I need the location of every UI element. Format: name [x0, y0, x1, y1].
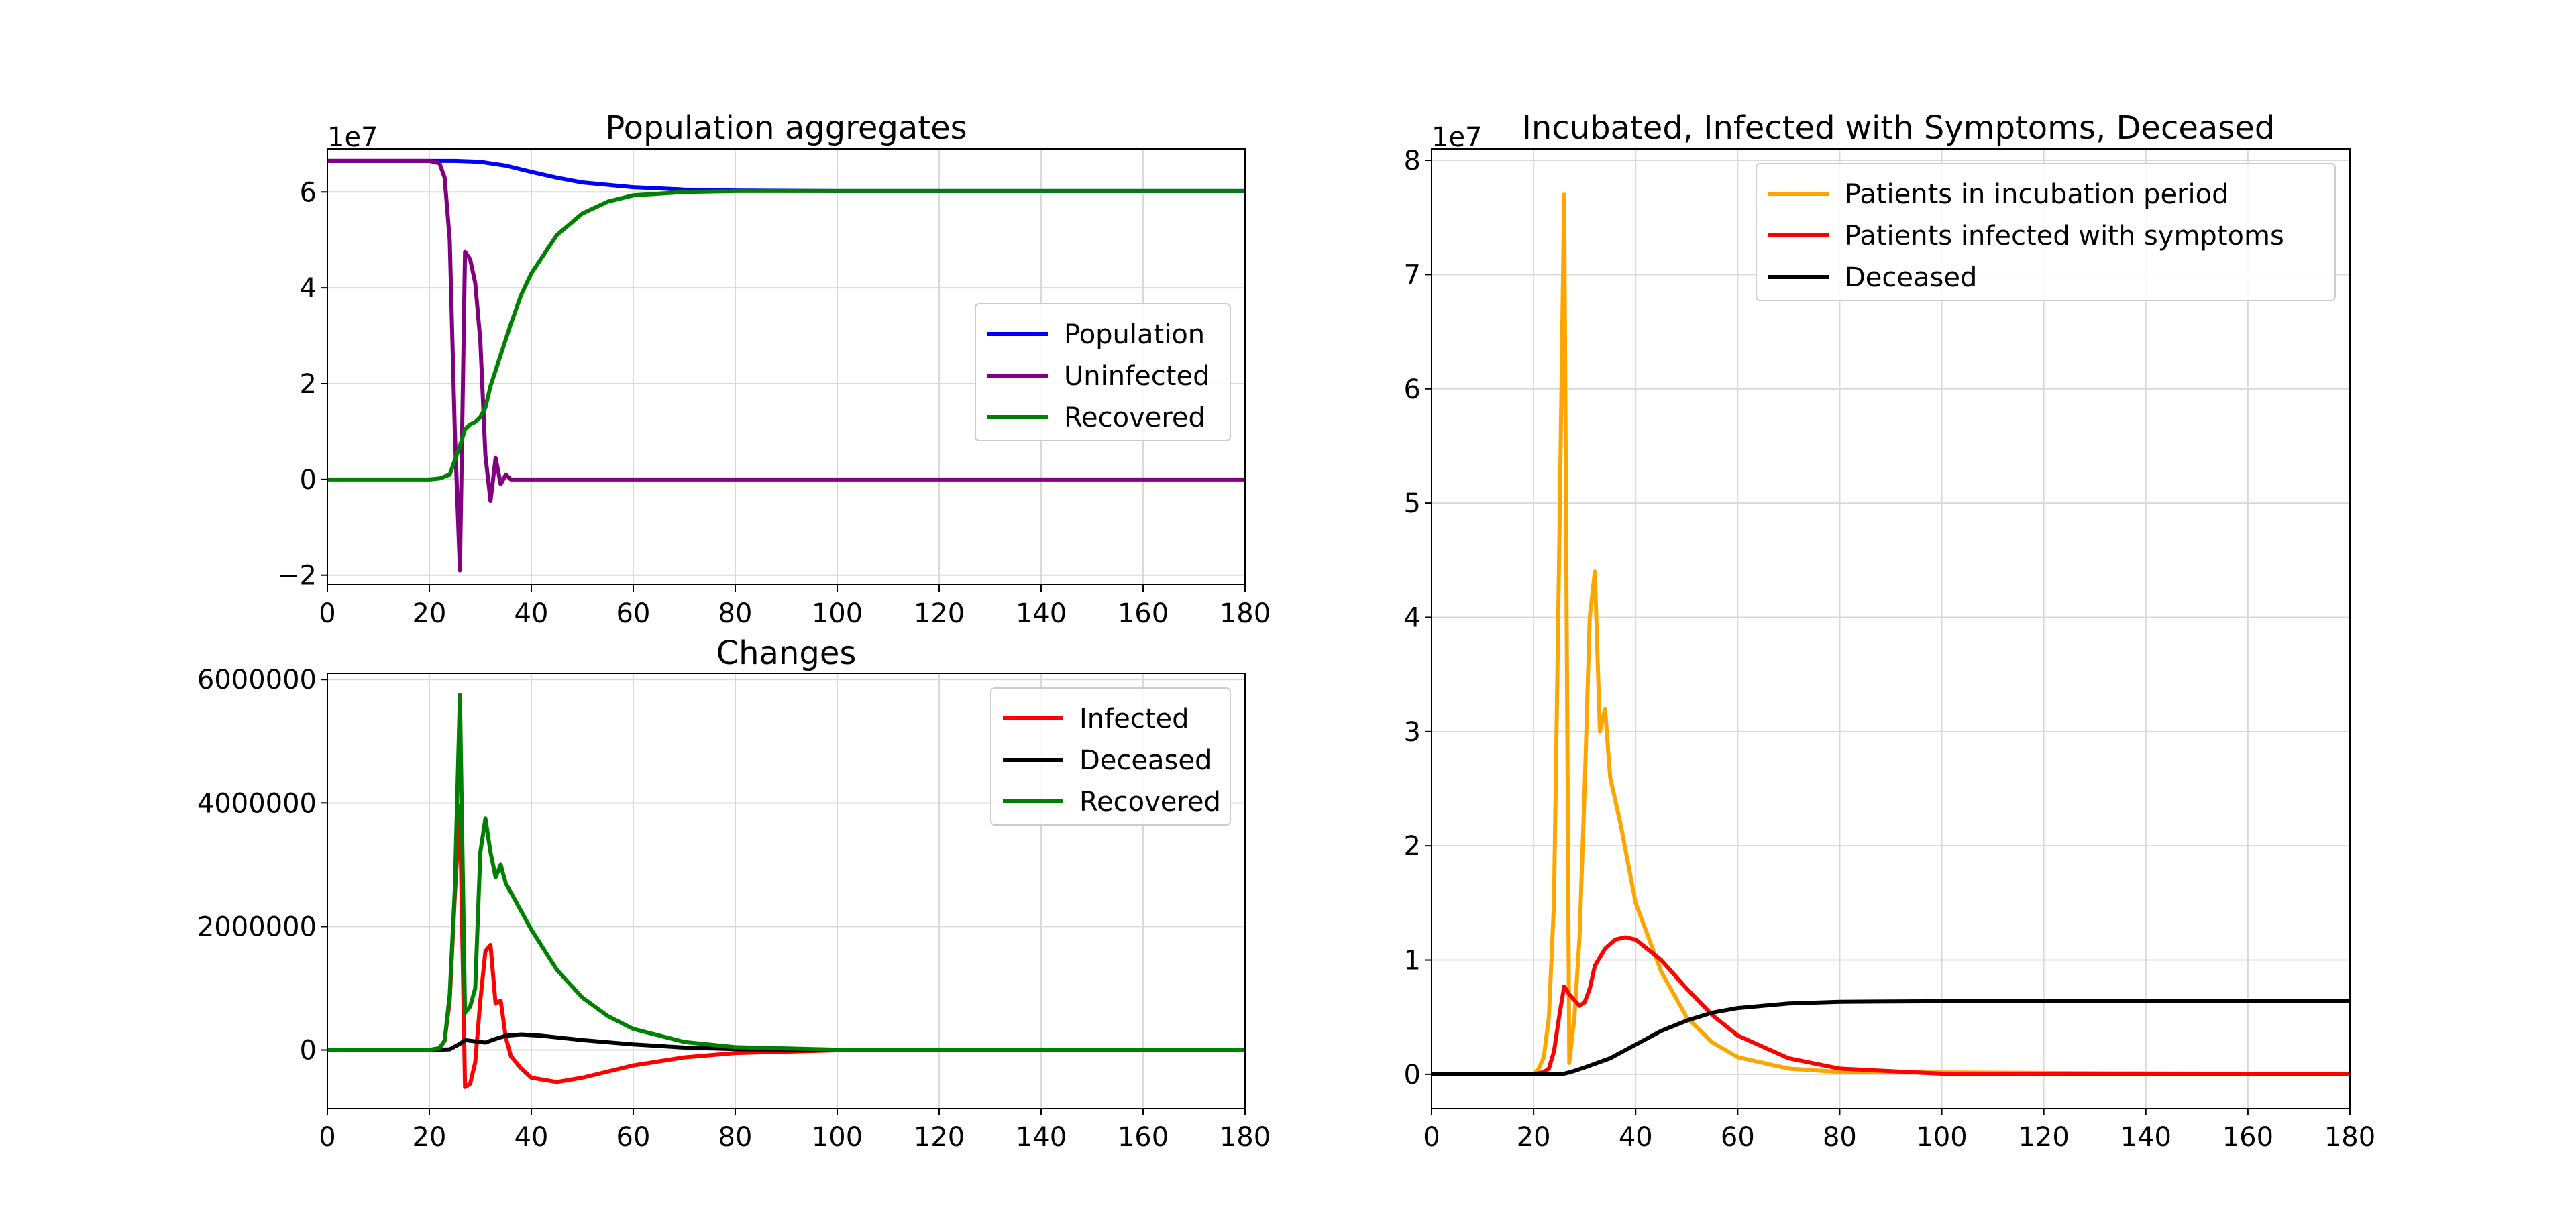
- series-line: [327, 1032, 1245, 1052]
- legend-label: Recovered: [1064, 402, 1205, 433]
- legend-label: Patients in incubation period: [1845, 179, 2229, 210]
- y-tick-label: 2000000: [197, 911, 317, 942]
- legend-label: Population: [1064, 319, 1205, 350]
- legend-label: Deceased: [1079, 745, 1212, 776]
- y-multiplier-label: 1e7: [1432, 122, 1483, 153]
- plot-area: 0 20 40 60 80 100 120 140 160 180−20246Population…: [277, 148, 1271, 629]
- x-tick-label: 0: [1423, 1122, 1440, 1153]
- legend: Population Uninfected Recovered: [975, 303, 1231, 441]
- y-tick-label: 2: [300, 369, 317, 400]
- y-tick-label: 4: [300, 273, 317, 304]
- x-tick-label: 80: [718, 1122, 753, 1153]
- y-tick-label: 7: [1404, 260, 1421, 290]
- panel-title: Incubated, Infected with Symptoms, Decea…: [1522, 109, 2275, 147]
- x-tick-label: 140: [1016, 1122, 1067, 1153]
- legend: Infected Deceased Recovered: [990, 687, 1231, 826]
- y-tick-label: 3: [1404, 717, 1421, 748]
- x-tick-label: 120: [914, 1122, 965, 1153]
- y-tick-label: −2: [277, 561, 317, 592]
- x-tick-label: 160: [1118, 1122, 1169, 1153]
- axes-frame: [327, 673, 1246, 1109]
- x-tick-label: 20: [1517, 1122, 1551, 1153]
- legend-box: [990, 687, 1231, 826]
- legend-label: Uninfected: [1064, 361, 1210, 392]
- y-tick-label: 5: [1404, 488, 1421, 519]
- x-tick-label: 120: [914, 598, 965, 629]
- x-tick-label: 60: [616, 598, 651, 629]
- y-tick-label: 6: [300, 177, 317, 208]
- x-tick-label: 80: [718, 598, 753, 629]
- y-tick-label: 0: [300, 465, 317, 496]
- x-tick-label: 100: [1916, 1122, 1967, 1153]
- y-tick-label: 0: [300, 1036, 317, 1066]
- x-tick-label: 40: [1619, 1122, 1653, 1153]
- x-tick-label: 160: [2222, 1122, 2273, 1153]
- series-line: [1432, 999, 2350, 1076]
- plot-area: 0 20 40 60 80 100 120 140 160 180 0 1 2 3 4 5 6 7 8 Patient…: [1404, 146, 2376, 1153]
- y-tick-label: 6000000: [197, 665, 317, 695]
- y-tick-label: 2: [1404, 831, 1421, 862]
- axes-frame: [327, 148, 1246, 585]
- legend: Patients in incubation period Patients in…: [1756, 163, 2336, 301]
- legend-label: Recovered: [1079, 787, 1221, 818]
- legend-box: [975, 303, 1231, 441]
- legend-label: Deceased: [1845, 262, 1977, 293]
- panel-title: Changes: [716, 634, 857, 672]
- y-tick-label: 6: [1404, 374, 1421, 405]
- panel-changes: Changes 0 20 40 60 80 100 120 140 160 180 0 2000000…: [197, 634, 1271, 1153]
- y-tick-label: 4000000: [197, 788, 317, 819]
- axes-frame: [1431, 148, 2351, 1109]
- x-tick-label: 160: [1118, 598, 1169, 629]
- panel-title: Population aggregates: [605, 109, 967, 147]
- series-line: [327, 158, 1245, 573]
- x-tick-label: 40: [515, 598, 549, 629]
- x-tick-label: 0: [319, 1122, 335, 1153]
- series-line: [327, 188, 1245, 482]
- x-tick-label: 180: [1220, 1122, 1271, 1153]
- panel-population-aggregates: Population aggregates 1e7 0 20 40 60 80 100 12…: [277, 109, 1271, 629]
- panel-incubated-infected-deceased: Incubated, Infected with Symptoms, Decea…: [1404, 109, 2376, 1153]
- series-line: [1432, 935, 2350, 1076]
- x-tick-label: 60: [1721, 1122, 1755, 1153]
- series-line: [1432, 192, 2350, 1076]
- y-multiplier-label: 1e7: [327, 122, 378, 153]
- x-tick-label: 20: [413, 598, 447, 629]
- x-tick-label: 100: [812, 598, 863, 629]
- legend-box: [1756, 163, 2336, 301]
- y-tick-label: 0: [1404, 1060, 1421, 1091]
- x-tick-label: 60: [616, 1122, 651, 1153]
- x-tick-label: 140: [2121, 1122, 2171, 1153]
- x-tick-label: 0: [319, 598, 335, 629]
- x-tick-label: 20: [413, 1122, 447, 1153]
- x-tick-label: 40: [515, 1122, 549, 1153]
- series-line: [327, 693, 1245, 1052]
- x-tick-label: 180: [1220, 598, 1271, 629]
- y-tick-label: 4: [1404, 602, 1421, 633]
- x-tick-label: 80: [1823, 1122, 1857, 1153]
- legend-label: Patients infected with symptoms: [1845, 221, 2284, 251]
- x-tick-label: 120: [2018, 1122, 2069, 1153]
- plot-area: 0 20 40 60 80 100 120 140 160 180 0 2000000 4000000 6…: [197, 665, 1271, 1153]
- x-tick-label: 140: [1016, 598, 1067, 629]
- x-tick-label: 100: [812, 1122, 863, 1153]
- y-tick-label: 1: [1404, 946, 1421, 976]
- y-tick-label: 8: [1404, 146, 1421, 176]
- x-tick-label: 180: [2324, 1122, 2375, 1153]
- legend-label: Infected: [1079, 704, 1189, 734]
